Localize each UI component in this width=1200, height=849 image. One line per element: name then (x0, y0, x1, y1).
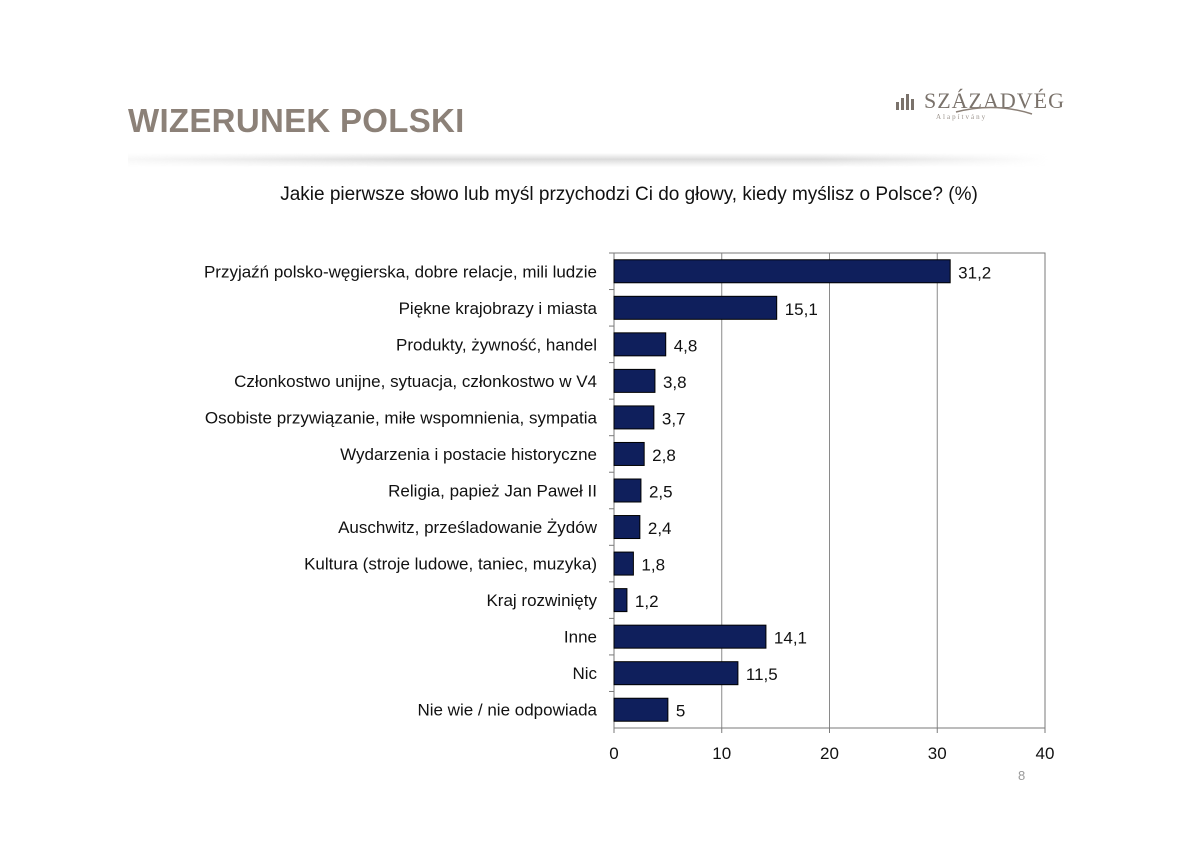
data-label: 3,7 (662, 409, 686, 428)
bar (613, 332, 667, 357)
logo-subtitle: Alapítvány (936, 113, 988, 121)
category-label: Auschwitz, prześladowanie Żydów (338, 518, 598, 537)
data-label: 31,2 (958, 263, 991, 282)
x-tick-label: 30 (928, 744, 947, 763)
data-label: 14,1 (774, 629, 807, 648)
bar-columns-icon (896, 94, 914, 110)
category-label: Religia, papież Jan Paweł II (388, 482, 597, 501)
bar (613, 478, 642, 503)
title-divider (128, 153, 1048, 167)
bar (613, 624, 767, 649)
x-tick-label: 0 (609, 744, 618, 763)
category-label: Piękne krajobrazy i miasta (399, 299, 598, 318)
data-label: 1,2 (635, 592, 659, 611)
data-label: 5 (676, 702, 685, 721)
category-label: Produkty, żywność, handel (396, 335, 597, 354)
data-label: 15,1 (785, 300, 818, 319)
logo-name: SZÁZADVÉG (924, 88, 1065, 113)
data-label: 4,8 (674, 336, 698, 355)
bar (613, 295, 778, 320)
bar (613, 405, 655, 430)
logo-swoosh-icon (955, 106, 1033, 115)
data-label: 2,8 (652, 446, 676, 465)
category-label: Członkostwo unijne, sytuacja, członkostw… (234, 372, 597, 391)
szazadveg-logo: SZÁZADVÉG Alapítvány (896, 86, 1064, 126)
category-label: Przyjaźń polsko-węgierska, dobre relacje… (204, 262, 597, 281)
category-label: Kultura (stroje ludowe, taniec, muzyka) (304, 555, 597, 574)
x-tick-label: 10 (712, 744, 731, 763)
chart-title: Jakie pierwsze słowo lub myśl przychodzi… (280, 184, 978, 205)
category-label: Wydarzenia i postacie historyczne (340, 445, 597, 464)
bar (613, 697, 669, 722)
data-label: 1,8 (641, 556, 665, 575)
bar (613, 441, 645, 466)
bar (613, 259, 951, 284)
bar (613, 551, 634, 576)
bar (613, 661, 739, 686)
category-label: Inne (564, 628, 597, 647)
slide-title: WIZERUNEK POLSKI (128, 102, 465, 139)
category-label: Kraj rozwinięty (486, 591, 597, 610)
data-label: 2,5 (649, 483, 673, 502)
bar (613, 588, 628, 613)
category-label: Osobiste przywiązanie, miłe wspomnienia,… (205, 408, 598, 427)
x-tick-label: 20 (820, 744, 839, 763)
x-tick-label: 40 (1036, 744, 1055, 763)
data-label: 11,5 (746, 665, 778, 684)
data-label: 3,8 (663, 373, 687, 392)
bar (613, 515, 641, 540)
data-label: 2,4 (648, 519, 672, 538)
category-label: Nic (572, 664, 597, 683)
page-number: 8 (1018, 768, 1026, 783)
category-label: Nie wie / nie odpowiada (417, 701, 597, 720)
bar (613, 368, 656, 393)
